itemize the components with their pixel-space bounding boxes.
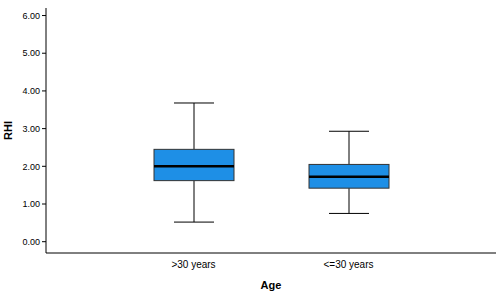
svg-text:Age: Age: [261, 279, 282, 291]
svg-text:<=30 years: <=30 years: [323, 259, 373, 270]
svg-text:RHI: RHI: [8, 121, 14, 140]
svg-text:>30 years: >30 years: [171, 259, 215, 270]
svg-text:1.00: 1.00: [22, 199, 40, 209]
svg-text:3.00: 3.00: [22, 124, 40, 134]
svg-text:5.00: 5.00: [22, 48, 40, 58]
svg-text:4.00: 4.00: [22, 86, 40, 96]
svg-text:6.00: 6.00: [22, 11, 40, 21]
svg-text:2.00: 2.00: [22, 162, 40, 172]
svg-text:0.00: 0.00: [22, 237, 40, 247]
